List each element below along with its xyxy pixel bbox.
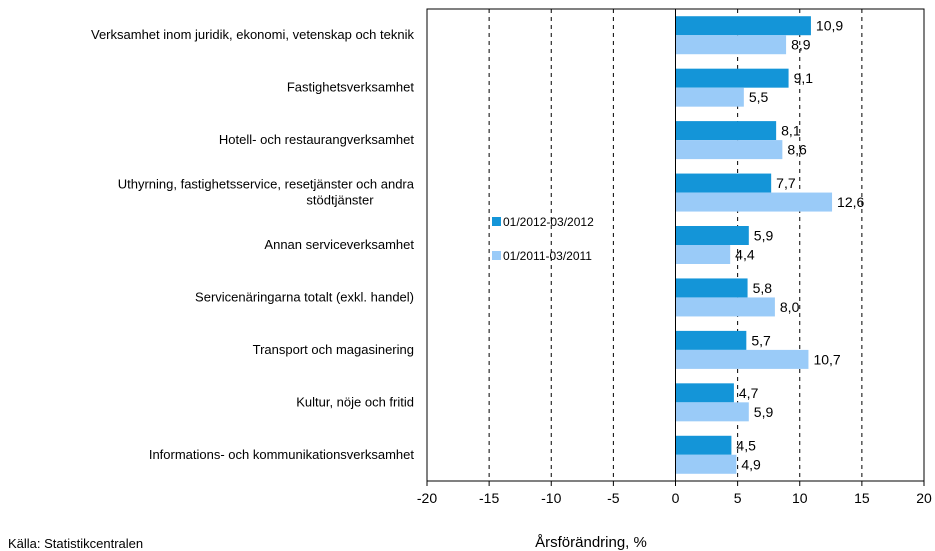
bars [675,16,833,474]
x-tick-label: 15 [854,490,870,506]
data-label: 5,7 [751,332,771,348]
x-tick-label: 5 [734,490,742,506]
data-label: 5,8 [753,280,773,296]
x-tick-label: -10 [541,490,561,506]
bar-series-2 [675,454,737,474]
legend: 01/2012-03/2012 01/2011-03/2011 [492,215,594,263]
category-label: stödtjänster [306,193,374,208]
data-label: 10,9 [816,18,843,34]
category-label: Verksamhet inom juridik, ekonomi, vetens… [91,27,414,42]
x-tick-label: 10 [792,490,808,506]
category-label: Kultur, nöje och fritid [296,394,414,409]
x-tick-label: -5 [607,490,620,506]
data-label: 4,5 [736,437,756,453]
x-tick-label: 20 [916,490,932,506]
x-axis-ticks: -20 -15 -10 -5 0 5 10 15 20 [417,481,932,506]
data-label: 7,7 [776,175,796,191]
category-label: Hotell- och restaurangverksamhet [219,132,414,147]
x-tick-label: 0 [672,490,680,506]
bar-series-1 [675,330,747,350]
legend-swatch [492,251,501,260]
bar-series-2 [675,192,833,212]
bar-series-2 [675,140,783,160]
x-tick-label: -20 [417,490,437,506]
bar-series-1 [675,16,811,36]
data-label: 4,7 [739,385,759,401]
data-label: 8,9 [791,37,811,53]
category-labels: Verksamhet inom juridik, ekonomi, vetens… [91,27,415,462]
x-axis-title: Årsförändring, % [535,534,647,551]
source-note: Källa: Statistikcentralen [8,536,143,551]
legend-label: 01/2011-03/2011 [503,249,592,263]
bar-series-2 [675,87,744,107]
legend-label: 01/2012-03/2012 [503,215,594,229]
legend-swatch [492,217,501,226]
bar-series-2 [675,349,809,369]
category-label: Uthyrning, fastighetsservice, resetjänst… [118,177,415,192]
category-label: Servicenäringarna totalt (exkl. handel) [195,289,414,304]
data-label: 8,6 [787,142,807,158]
bar-series-2 [675,245,731,264]
bar-series-1 [675,121,777,141]
data-label: 5,9 [754,404,774,420]
data-label: 5,5 [749,89,769,105]
data-label: 12,6 [837,194,864,210]
data-label: 5,9 [754,228,774,244]
bar-series-1 [675,278,748,298]
data-label: 9,1 [794,70,814,86]
data-label: 10,7 [813,351,840,367]
data-label: 4,4 [735,247,755,263]
data-label: 4,9 [741,456,761,472]
bar-series-1 [675,173,772,193]
category-label: Transport och magasinering [253,342,414,357]
category-label: Fastighetsverksamhet [287,80,415,95]
bar-series-1 [675,226,749,245]
bar-series-2 [675,35,787,55]
bar-series-1 [675,383,734,403]
x-tick-label: -15 [479,490,499,506]
bar-series-1 [675,435,732,455]
bar-series-2 [675,297,775,317]
category-label: Annan serviceverksamhet [264,237,414,252]
data-label: 8,1 [781,123,801,139]
bar-series-1 [675,68,789,88]
bar-series-2 [675,402,749,422]
category-label: Informations- och kommunikationsverksamh… [149,447,415,462]
data-labels: 10,9 8,9 9,1 5,5 8,1 8,6 7,7 12,6 5,9 4,4 5,8 8,0 5,… [735,18,864,473]
data-label: 8,0 [780,299,800,315]
